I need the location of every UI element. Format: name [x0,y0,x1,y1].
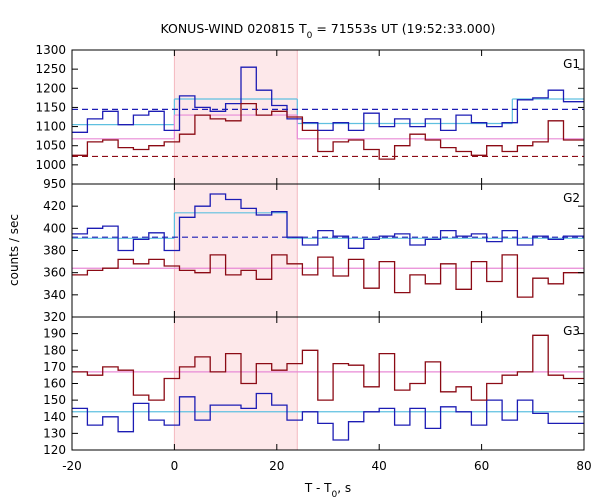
y-tick-label: 190 [43,327,66,341]
series-histogram-blue [72,193,584,252]
panel-label: G3 [563,324,580,338]
y-tick-label: 170 [43,360,66,374]
highlight-band [174,50,298,184]
y-tick-label: 1050 [35,139,66,153]
y-tick-label: 160 [43,377,66,391]
y-tick-label: 400 [43,221,66,235]
x-tick-label: 20 [269,459,284,473]
x-tick-label: 40 [372,459,387,473]
chart-title: KONUS-WIND 020815 T0 = 71553s UT (19:52:… [160,21,495,41]
y-axis-label: counts / sec [7,214,21,286]
y-tick-label: 1100 [35,120,66,134]
panel-frame [71,183,585,318]
x-axis-label-main: T - T [304,481,332,495]
x-tick-label: 0 [171,459,179,473]
y-tick-label: 1250 [35,62,66,76]
y-tick-label: 360 [43,266,66,280]
y-tick-label: 380 [43,244,66,258]
y-tick-label: 1150 [35,100,66,114]
chart-panels: 9501000105011001150120012501300G13203403… [35,43,591,473]
y-tick-label: 180 [43,343,66,357]
x-tick-label: -20 [62,459,82,473]
panel-frame [71,316,585,451]
highlight-band [174,184,298,317]
chart-title-sub: 0 [307,31,313,41]
chart-title-rest: = 71553s UT (19:52:33.000) [312,21,495,36]
x-axis-label-rest: , s [337,481,351,495]
x-axis-label: T - T0, s [304,481,351,500]
highlight-band [174,317,298,450]
x-axis-label-sub: 0 [332,490,338,500]
y-tick-label: 1200 [35,81,66,95]
series-histogram-red [72,254,584,298]
x-tick-label: 80 [576,459,591,473]
y-tick-label: 1300 [35,43,66,57]
panel-label: G1 [563,57,580,71]
series-histogram-blue [72,392,584,441]
series-histogram-red [72,102,584,160]
chart-title-main: KONUS-WIND 020815 T [160,21,306,36]
panel-g3: 120 130 140 150 160 170 180 190 G3 [43,316,585,457]
y-tick-label: 1000 [35,158,66,172]
series-histogram-red [72,334,584,401]
panel-label: G2 [563,191,580,205]
panel-frame [71,49,585,185]
y-tick-label: 130 [43,426,66,440]
y-tick-label: 340 [43,288,66,302]
y-tick-label: 120 [43,443,66,457]
y-tick-label: 320 [43,310,66,324]
y-tick-label: 420 [43,199,66,213]
panel-g2: 320 340 360 380 400 420 G2 [43,183,585,324]
panel-g1: 950 1000 1050 1100 1150 1200 1250 1300 G1 [35,43,585,191]
series-histogram-blue [72,66,584,133]
y-tick-label: 150 [43,393,66,407]
y-tick-label: 950 [43,177,66,191]
y-tick-label: 140 [43,410,66,424]
x-tick-label: 60 [474,459,489,473]
